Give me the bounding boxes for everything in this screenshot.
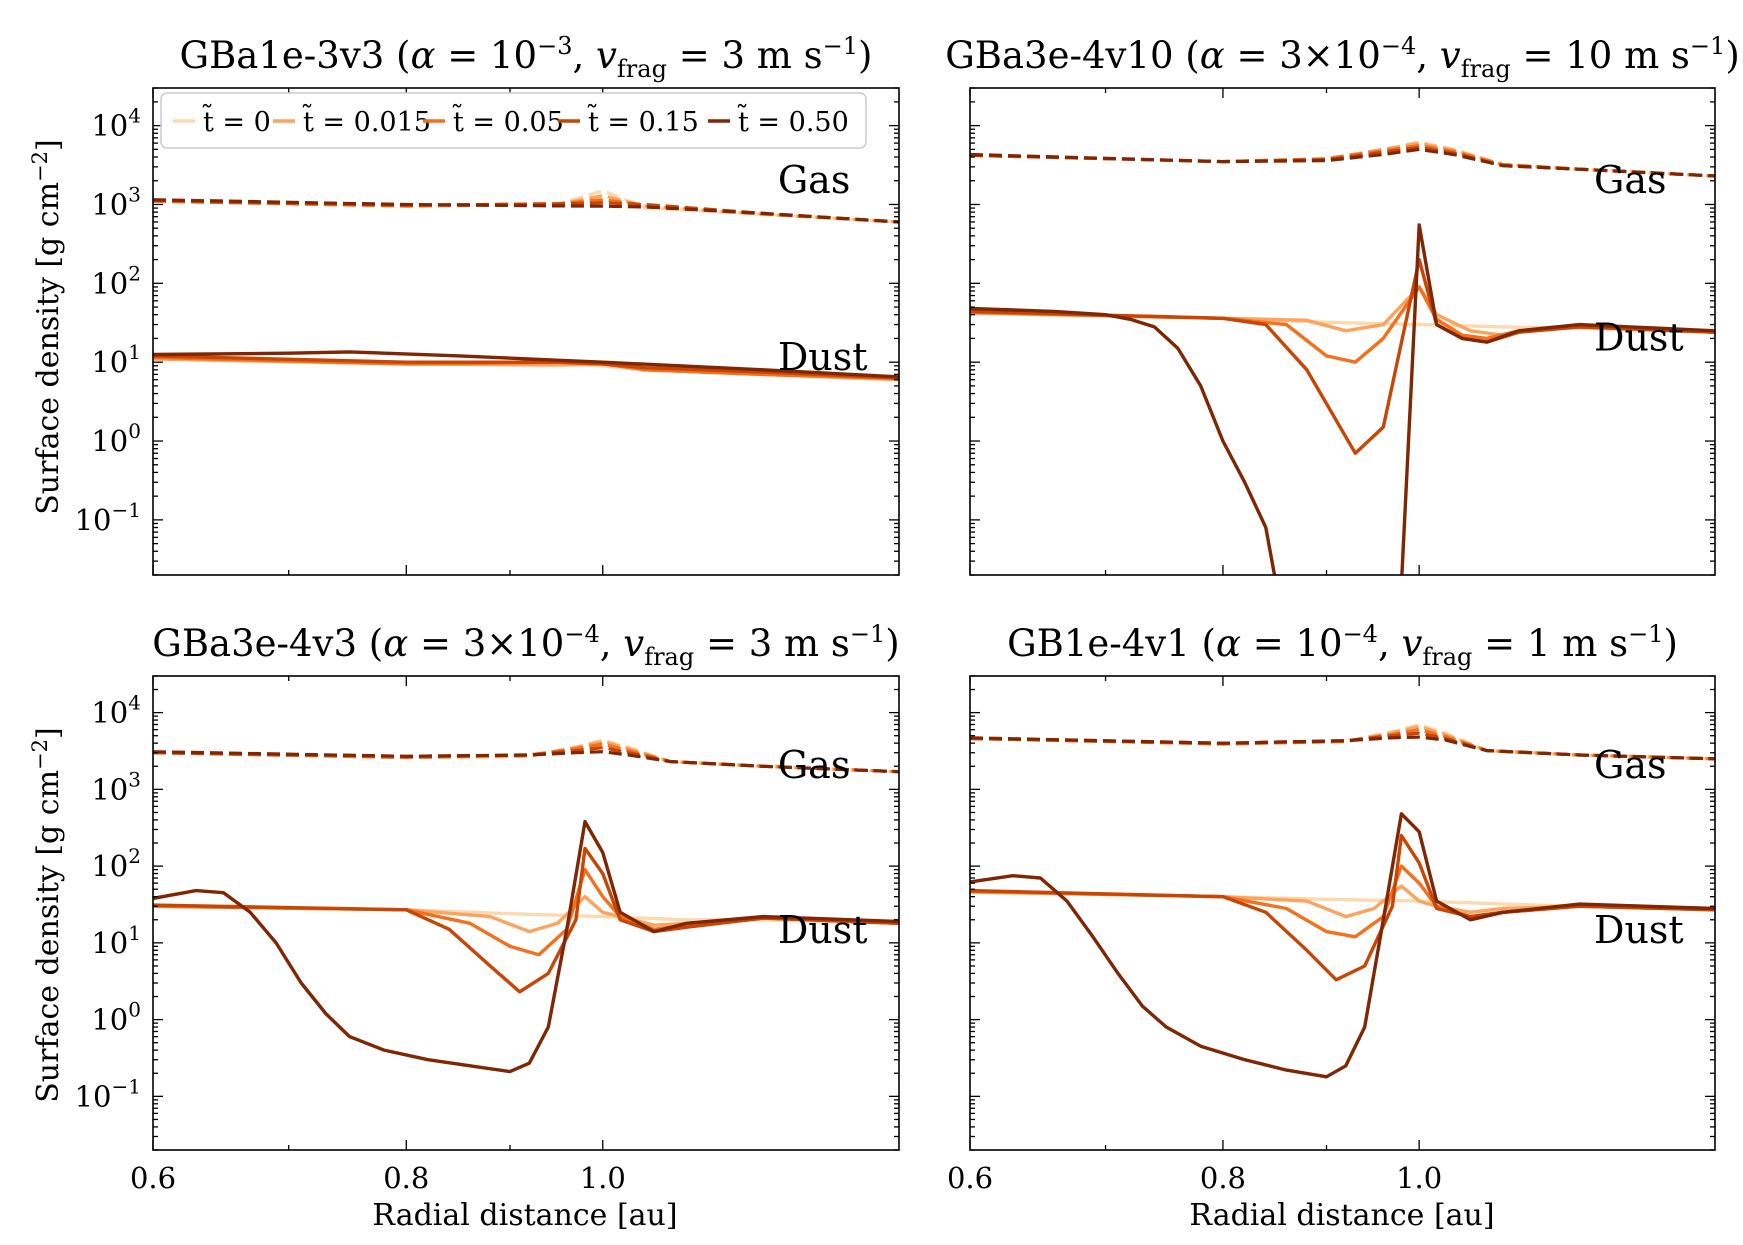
- xlabel-left: Radial distance [au]: [372, 1198, 677, 1233]
- legend-label: t̃ = 0.15: [587, 103, 699, 138]
- ytick-label: 104: [91, 104, 141, 143]
- dust-label: Dust: [1594, 908, 1684, 952]
- dust-line-3: [153, 846, 899, 994]
- panel-title: GBa3e-4v3 (α = 3×10−4, vfrag = 3 m s−1): [152, 620, 899, 671]
- xtick-label: 0.6: [947, 1161, 993, 1195]
- xtick-label: 0.8: [383, 1161, 429, 1195]
- ytick-label: 101: [91, 340, 141, 379]
- legend-label: t̃ = 0: [202, 103, 271, 138]
- plot-frame: [969, 675, 1716, 1151]
- ytick-label: 100: [91, 998, 141, 1037]
- xlabel-right: Radial distance [au]: [1189, 1198, 1494, 1233]
- gas-line-4: [970, 735, 1715, 761]
- series-lines: [970, 140, 1715, 575]
- series-lines: [153, 738, 899, 1074]
- panel-title: GBa1e-3v3 (α = 10−3, vfrag = 3 m s−1): [180, 32, 873, 83]
- xtick-label: 0.8: [1200, 1161, 1246, 1195]
- dust-line-2: [153, 867, 899, 957]
- dust-line-4: [970, 223, 1715, 575]
- ytick-label: 100: [91, 419, 141, 458]
- ylabel-bottom: Surface density [g cm−2]: [28, 727, 66, 1103]
- gas-label: Gas: [778, 158, 851, 202]
- panel-2: GBa3e-4v10 (α = 3×10−4, vfrag = 10 m s−1…: [945, 32, 1740, 576]
- panel-title: GB1e-4v1 (α = 10−4, vfrag = 1 m s−1): [1007, 620, 1678, 671]
- legend-label: t̃ = 0.05: [452, 103, 564, 138]
- gas-label: Gas: [1594, 158, 1667, 202]
- dust-line-4: [970, 812, 1715, 1079]
- gas-line-4: [153, 198, 899, 224]
- dust-line-4: [153, 819, 899, 1074]
- axis-ticks: [969, 87, 1715, 576]
- ytick-label: 10−1: [75, 1074, 141, 1113]
- xtick-label: 1.0: [1396, 1161, 1442, 1195]
- plot-frame: [152, 675, 900, 1151]
- legend-box: [160, 92, 867, 149]
- gas-line-3: [153, 199, 899, 224]
- gas-label: Gas: [778, 743, 851, 787]
- dust-line-4: [153, 350, 899, 379]
- axis-ticks: [152, 675, 899, 1151]
- ytick-label: 104: [91, 691, 141, 730]
- axis-ticks: [969, 675, 1715, 1151]
- xtick-label: 1.0: [580, 1161, 626, 1195]
- ylabel-top: Surface density [g cm−2]: [28, 139, 66, 515]
- gas-line-4: [153, 750, 899, 774]
- legend: t̃ = 0 t̃ = 0.015 t̃ = 0.05 t̃ = 0.15 t̃ = 0…: [160, 92, 867, 149]
- panel-title: GBa3e-4v10 (α = 3×10−4, vfrag = 10 m s−1…: [945, 32, 1740, 83]
- legend-label: t̃ = 0.50: [737, 103, 849, 138]
- axis-ticks: [152, 87, 899, 576]
- plot-frame: [152, 87, 900, 576]
- ytick-label: 10−1: [75, 498, 141, 537]
- plot-frame: [969, 87, 1716, 576]
- xtick-label: 0.6: [130, 1161, 176, 1195]
- ytick-label: 102: [91, 844, 141, 883]
- panels-group: GBa1e-3v3 (α = 10−3, vfrag = 3 m s−1) 10−…: [75, 32, 1740, 1195]
- ytick-label: 103: [91, 767, 141, 806]
- panel-1: GBa1e-3v3 (α = 10−3, vfrag = 3 m s−1) 10−…: [75, 32, 900, 576]
- series-lines: [153, 189, 899, 382]
- ytick-label: 101: [91, 921, 141, 960]
- ytick-label: 102: [91, 261, 141, 300]
- dust-label: Dust: [1594, 316, 1684, 360]
- dust-label: Dust: [778, 908, 868, 952]
- gas-label: Gas: [1594, 743, 1667, 787]
- panel-4: GB1e-4v1 (α = 10−4, vfrag = 1 m s−1) 0.6 0…: [947, 620, 1716, 1195]
- dust-label: Dust: [778, 335, 868, 379]
- panel-3: GBa3e-4v3 (α = 3×10−4, vfrag = 3 m s−1) 1…: [75, 620, 900, 1195]
- ytick-label: 103: [91, 182, 141, 221]
- series-lines: [970, 722, 1715, 1079]
- legend-label: t̃ = 0.015: [302, 103, 431, 138]
- gas-line-4: [970, 147, 1715, 178]
- dust-line-1: [970, 884, 1715, 919]
